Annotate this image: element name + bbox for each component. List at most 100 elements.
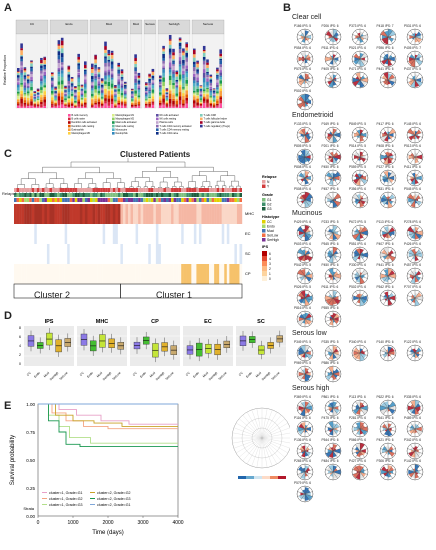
a-bar-segment (43, 69, 46, 71)
c-heat-cell (19, 244, 22, 264)
radar-label: P113 IPS: 6 (349, 394, 366, 399)
a-bar-segment (57, 45, 61, 50)
c-relapse-cell (219, 188, 222, 192)
a-legend-label: Eosinophils (72, 128, 85, 131)
a-bar-segment (182, 48, 185, 52)
c-heat-cell (59, 224, 63, 244)
c-heat-cell (201, 224, 205, 244)
a-bar-segment (196, 102, 199, 106)
a-bar-segment (104, 94, 107, 99)
c-heat-cell (39, 264, 43, 284)
a-bar-segment (162, 102, 165, 105)
c-heat-cell (148, 224, 151, 244)
a-facet-label: Muci (106, 22, 113, 26)
a-bar-segment (94, 68, 97, 71)
a-bar-segment (36, 99, 40, 101)
a-bar-segment (26, 81, 30, 84)
a-bar-segment (107, 69, 111, 72)
a-bar-segment (40, 73, 43, 76)
a-bar-segment (94, 98, 97, 102)
a-bar-segment (20, 56, 23, 59)
a-bar-segment (77, 69, 80, 73)
radar-label: P808 IPS: 6 (294, 165, 312, 169)
c-heat-cell (52, 224, 55, 244)
a-bar-segment (110, 83, 114, 88)
c-heat-cell (198, 264, 202, 284)
a-bar-segment (193, 100, 196, 104)
a-bar-segment (57, 105, 61, 108)
c-heat-cell (115, 264, 119, 284)
c-grade-cell (100, 193, 103, 197)
a-legend-swatch (68, 117, 71, 121)
a-bar-segment (134, 75, 137, 80)
a-bar-segment (67, 98, 71, 100)
d-plot-title: CP (151, 319, 159, 325)
c-grade-cell (153, 193, 156, 197)
c-histotype-cell (44, 198, 47, 202)
a-bar-segment (51, 103, 54, 105)
radar-label: P330 IPS: 6 (349, 263, 367, 267)
a-bar-segment (91, 85, 94, 89)
a-bar-segment (20, 94, 23, 97)
d-xtick: CC (238, 370, 244, 376)
a-bar-segment (64, 94, 67, 96)
c-heat-cell (143, 264, 146, 284)
radar-grid: Clear cell P166 IPS: 5 P206 IPS: 6 P373 IPS… (292, 14, 436, 550)
a-bar-segment (64, 91, 67, 93)
panel-e-label: E (4, 400, 12, 412)
a-bar-segment (23, 78, 27, 81)
c-heat-cell (19, 204, 22, 224)
c-relapse-cell (188, 188, 192, 192)
a-bar-segment (30, 89, 33, 92)
a-bar-segment (196, 95, 199, 97)
c-heat-cell (125, 264, 129, 284)
a-bar-segment (172, 98, 175, 101)
a-ylabel: Relative Proportion (3, 55, 7, 85)
c-heat-cell (87, 204, 91, 224)
a-bar-segment (212, 106, 216, 108)
radar-plot (324, 126, 341, 144)
c-relapse-cell (128, 188, 131, 192)
radar-plot (296, 420, 314, 438)
a-bar-segment (23, 87, 27, 91)
a-bar-segment (100, 103, 104, 106)
c-heat-cell (214, 264, 217, 284)
a-bar-segment (80, 86, 84, 88)
c-histotype-cell (201, 198, 204, 202)
a-bar-segment (91, 84, 94, 86)
radar-plot (379, 148, 396, 165)
a-bar-segment (131, 88, 134, 90)
a-bar-segment (20, 61, 23, 66)
a-bar-segment (23, 67, 27, 69)
a-bar-segment (212, 95, 216, 98)
c-histotype-cell (193, 198, 197, 202)
a-bar-segment (91, 88, 94, 90)
d-xtick: Muci (149, 371, 157, 379)
a-bar-segment (175, 70, 179, 72)
c-heat-cell (77, 264, 81, 284)
a-bar-segment (107, 62, 111, 67)
c-histotype-cell (100, 198, 103, 202)
a-bar-segment (94, 66, 97, 69)
a-legend-swatch (68, 121, 71, 124)
c-legend-swatch (262, 233, 266, 237)
a-bar-segment (165, 100, 169, 102)
a-bar-segment (100, 105, 104, 107)
c-heat-cell (133, 244, 136, 264)
c-heat-cell (110, 244, 113, 264)
c-heat-cell (95, 204, 98, 224)
a-bar-segment (97, 76, 101, 79)
e-colorbar (246, 476, 254, 479)
c-grade-cell (110, 193, 113, 197)
c-heat-cell (82, 264, 86, 284)
c-heat-cell (26, 264, 30, 284)
radar-label: P545 IPS: 6 (404, 186, 422, 191)
a-bar-segment (216, 91, 219, 93)
c-histotype-cell (209, 198, 212, 202)
c-heat-cell (107, 264, 111, 284)
c-relapse-cell (82, 188, 85, 192)
a-bar-segment (107, 56, 111, 60)
a-bar-segment (70, 88, 74, 90)
d-xtick: CC (79, 370, 85, 376)
